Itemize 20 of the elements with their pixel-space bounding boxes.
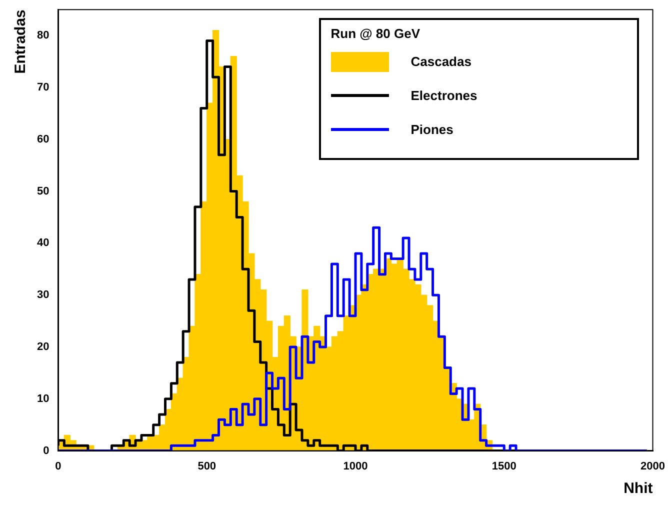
legend-label: Electrones — [410, 88, 478, 104]
y-tick-label: 80 — [36, 30, 50, 42]
y-axis-title: Entradas — [12, 10, 30, 74]
y-tick-label: 30 — [36, 289, 50, 302]
x-tick-label: 0 — [55, 460, 62, 472]
legend-title: Run @ 80 GeV — [330, 26, 422, 41]
x-tick-label: 500 — [198, 460, 216, 472]
y-tick-label: 40 — [36, 237, 50, 250]
x-tick-label: 1000 — [343, 460, 368, 472]
y-tick-label: 50 — [36, 185, 50, 198]
y-tick-label: 70 — [36, 81, 50, 94]
y-tick-label: 0 — [43, 444, 50, 457]
y-tick-label: 20 — [36, 341, 50, 354]
y-tick-label: 60 — [36, 133, 50, 146]
legend-label: Piones — [410, 122, 454, 138]
legend-label: Cascadas — [410, 54, 472, 70]
x-axis-title: Nhit — [624, 480, 653, 498]
x-tick-label: 2000 — [640, 460, 666, 472]
x-tick-label: 1500 — [492, 460, 516, 472]
y-tick-label: 10 — [36, 392, 50, 405]
